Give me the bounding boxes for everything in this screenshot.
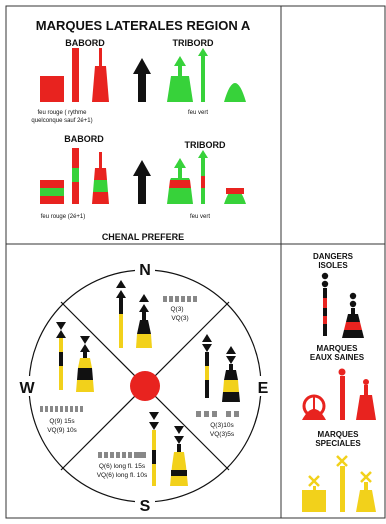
east-pillar-mark <box>202 334 212 398</box>
east-letter: E <box>258 380 269 397</box>
danger-center <box>130 371 160 401</box>
lateral-title: MARQUES LATERALES REGION A <box>36 18 251 33</box>
port-caption-line1: feu rouge ( rythme <box>37 110 87 116</box>
north-light-pattern <box>163 296 197 302</box>
south-letter: S <box>140 498 151 515</box>
special-can-buoy <box>302 475 326 512</box>
south-spar-mark <box>170 426 188 486</box>
north-light-2: VQ(3) <box>171 315 188 322</box>
preferred-port-can-buoy <box>40 180 64 204</box>
direction-arrow-2 <box>133 160 151 204</box>
west-pillar-mark <box>56 322 66 390</box>
safe-water-spar-buoy <box>356 379 376 420</box>
isolated-danger-title-1: DANGERS <box>313 252 354 261</box>
grid-frame <box>5 5 386 519</box>
south-light-pattern <box>98 452 146 458</box>
direction-arrow-1 <box>133 58 151 102</box>
special-marks-title-1: MARQUES <box>318 430 360 439</box>
west-spar-mark <box>76 336 94 392</box>
special-spar-buoy <box>356 471 376 512</box>
preferred-port-spar-buoy <box>92 152 109 204</box>
east-light-1: Q(3)10s <box>210 422 234 429</box>
starboard-caption-1: feu vert <box>188 110 208 116</box>
south-pillar-mark <box>149 412 159 486</box>
port-caption-2: feu rouge (2é+1) <box>41 214 86 220</box>
isolated-danger-pillar <box>321 272 329 336</box>
south-light-2: VQ(6) long fl. 10s <box>97 472 148 479</box>
starboard-caption-2: feu vert <box>190 214 210 220</box>
port-label-2: BABORD <box>64 134 104 144</box>
starboard-pillar-1 <box>198 48 208 102</box>
safe-water-spherical-buoy <box>302 394 326 420</box>
east-light-pattern <box>196 411 239 417</box>
preferred-port-pillar <box>72 148 79 204</box>
north-letter: N <box>139 262 151 279</box>
east-light-2: VQ(3)5s <box>210 431 235 438</box>
west-light-1: Q(9) 15s <box>49 418 75 425</box>
port-can-buoy-1 <box>40 76 64 102</box>
port-label-1: BABORD <box>65 38 105 48</box>
south-light-1: Q(6) long fl. 15s <box>99 463 146 470</box>
port-caption-line2: quelconque sauf 2é+1) <box>31 118 92 124</box>
starboard-conical-buoy-1 <box>224 83 246 102</box>
west-light-2: VQ(9) 10s <box>47 427 77 434</box>
port-pillar-1 <box>72 48 79 102</box>
west-light-pattern <box>40 406 83 412</box>
starboard-label-2: TRIBORD <box>185 140 226 150</box>
preferred-starboard-cone-buoy <box>167 158 193 204</box>
isolated-danger-title-2: ISOLES <box>318 261 348 270</box>
port-spar-buoy-1 <box>92 48 109 102</box>
west-letter: W <box>19 380 35 397</box>
safe-water-pillar <box>338 368 346 420</box>
starboard-label-1: TRIBORD <box>173 38 214 48</box>
north-light-1: Q(3) <box>171 306 184 313</box>
preferred-starboard-pillar <box>198 150 208 204</box>
north-pillar-mark <box>116 280 126 348</box>
north-spar-mark <box>136 294 152 348</box>
preferred-starboard-conical-buoy <box>224 188 246 204</box>
safe-water-title-1: MARQUES <box>317 344 359 353</box>
isolated-danger-buoy <box>342 292 364 338</box>
starboard-cone-buoy-1 <box>167 56 193 102</box>
safe-water-title-2: EAUX SAINES <box>310 353 365 362</box>
special-marks-title-2: SPECIALES <box>315 439 361 448</box>
east-spar-mark <box>222 346 240 402</box>
special-pillar <box>336 455 348 512</box>
preferred-channel-label: CHENAL PREFERE <box>102 232 184 242</box>
